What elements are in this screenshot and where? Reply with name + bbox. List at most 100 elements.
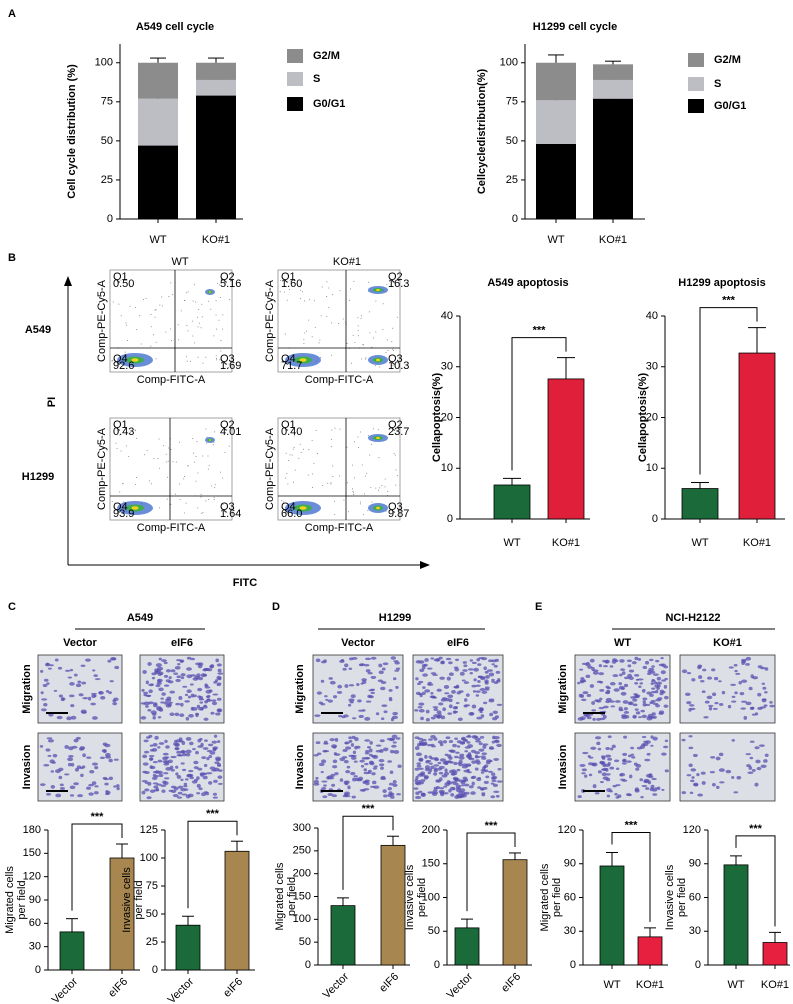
y-tick-label: 0 (434, 959, 440, 971)
cell (372, 780, 377, 785)
cell (430, 691, 434, 695)
flow-column-label: WT (171, 256, 188, 268)
cell (462, 776, 468, 780)
cell (733, 791, 739, 794)
flow-event (197, 507, 199, 509)
cell (85, 786, 92, 790)
flow-event (313, 463, 315, 465)
cell (365, 700, 372, 703)
cell (363, 768, 368, 772)
y-axis-label: per field (416, 878, 428, 917)
cell (209, 766, 216, 770)
cell (447, 781, 453, 785)
bar (380, 844, 406, 966)
cell (58, 775, 63, 780)
cell (455, 701, 460, 705)
cell (479, 707, 484, 711)
cell (599, 697, 603, 701)
flow-event (286, 299, 288, 301)
cell (417, 737, 424, 741)
cell (330, 773, 336, 778)
cell (415, 775, 419, 780)
flow-row-label: A549 (25, 324, 51, 336)
flow-event (384, 486, 386, 488)
y-axis-label: per field (286, 877, 298, 916)
flow-event (334, 500, 336, 502)
cell (50, 770, 55, 773)
cell (217, 775, 223, 779)
cell (395, 685, 399, 689)
fitc-arrow (420, 561, 430, 569)
flow-event (354, 342, 356, 344)
flow-event (332, 476, 334, 478)
cell (663, 684, 668, 689)
cell (145, 736, 151, 739)
cell (344, 746, 352, 750)
cell (451, 772, 458, 776)
cell (731, 695, 736, 698)
y-tick-label: 40 (441, 310, 453, 322)
cell (189, 683, 194, 686)
cell (577, 795, 582, 798)
cell (769, 704, 775, 708)
cell (491, 775, 498, 780)
cell (163, 762, 170, 766)
cell (313, 779, 319, 784)
flow-event (206, 436, 208, 438)
flow-event (118, 303, 120, 305)
cell (591, 763, 596, 766)
cell (764, 691, 768, 694)
cell (177, 663, 181, 666)
cell (479, 736, 485, 739)
cell (464, 698, 468, 702)
cell (150, 710, 157, 715)
cell (165, 766, 172, 771)
flow-event (293, 435, 295, 437)
cell (165, 669, 171, 673)
cell (478, 748, 485, 752)
flow-event (352, 464, 354, 466)
flow-event (382, 303, 384, 305)
flow-event (353, 280, 355, 282)
cell (64, 745, 69, 749)
cell (762, 686, 767, 690)
flow-event (205, 356, 207, 358)
cell (763, 704, 768, 707)
cell (163, 661, 168, 665)
y-tick-label: 200 (293, 868, 311, 880)
cell (170, 768, 175, 772)
cell (67, 762, 72, 767)
cell (116, 787, 120, 791)
cell (649, 658, 654, 662)
cell (387, 786, 392, 791)
cell (760, 764, 767, 768)
y-tick-label: 150 (23, 847, 41, 859)
quadrant-value: 71.7 (281, 360, 302, 372)
cell (331, 794, 338, 798)
y-tick-label: 75 (146, 880, 158, 892)
cell (597, 770, 602, 774)
cell (143, 739, 149, 743)
cell (635, 767, 640, 771)
flow-event (386, 284, 388, 286)
cell (581, 698, 587, 702)
chart-title: A549 apoptosis (487, 277, 568, 289)
cell (199, 772, 206, 776)
cell (623, 711, 630, 714)
cell (754, 782, 759, 787)
cell (324, 695, 328, 698)
cell (462, 669, 468, 672)
cell (91, 762, 98, 766)
cell (622, 700, 629, 704)
cell (348, 684, 355, 687)
cell (459, 753, 465, 757)
cell (664, 739, 669, 743)
flow-event (357, 436, 359, 438)
flow-event (359, 503, 361, 505)
cell (185, 753, 191, 757)
flow-event (200, 327, 202, 329)
cell (71, 762, 75, 767)
legend-swatch (287, 49, 303, 63)
cell (368, 695, 374, 699)
cell (186, 674, 193, 679)
